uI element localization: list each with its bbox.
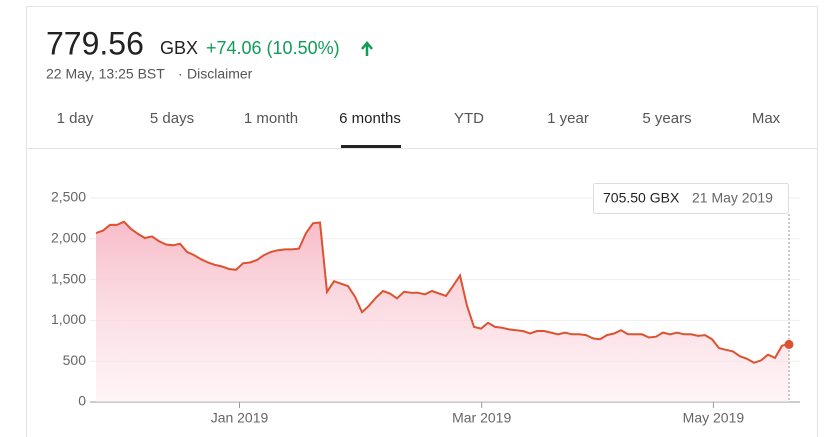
tab[interactable]: Max [752,110,781,127]
tab[interactable]: 5 days [150,110,194,127]
price: 779.56 [46,25,144,61]
y-tick-label: 1,000 [51,311,86,327]
x-tick-label: May 2019 [683,410,745,426]
x-tick-label: Jan 2019 [211,410,269,426]
separator: · [178,66,183,82]
change: +74.06 (10.50%) [206,38,340,58]
tabs: 1 day 5 days 1 month 6 months YTD 1 year 5 yea… [57,110,781,148]
disclaimer[interactable]: Disclaimer [187,66,253,82]
tooltip-box [593,183,789,214]
y-tick-label: 500 [63,352,87,368]
tab[interactable]: 1 year [547,110,589,127]
y-tick-label: 2,000 [51,230,86,246]
y-tick-label: 0 [78,393,86,409]
tab[interactable]: 1 month [244,110,298,127]
area-fill [96,221,789,402]
x-tick-label: Mar 2019 [452,410,511,426]
plot: 0 500 1,000 1,500 2,000 2,500 Jan 2019 Mar 2019… [51,189,800,426]
tab[interactable]: 6 months [339,110,401,127]
price-line [95,220,790,364]
tooltip: 705.50 GBX 21 May 2019 [593,183,789,214]
up-arrow [361,41,373,56]
tab-underline [341,145,401,148]
tab[interactable]: 5 years [642,110,691,127]
tooltip-price: 705.50 GBX [603,190,680,206]
y-tick-label: 1,500 [51,270,86,286]
hover-dot [784,339,794,349]
tab[interactable]: YTD [454,110,484,127]
tooltip-date: 21 May 2019 [692,190,773,206]
timestamp: 22 May, 13:25 BST [46,66,165,82]
tab[interactable]: 1 day [57,110,94,127]
y-tick-label: 2,500 [51,189,86,205]
currency: GBX [160,38,198,58]
